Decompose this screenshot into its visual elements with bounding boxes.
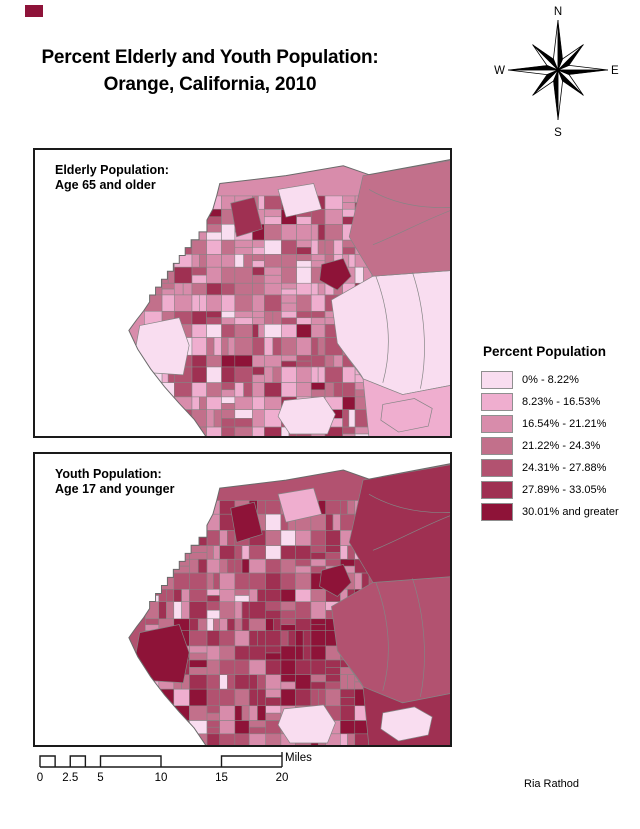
legend: Percent Population 0% - 8.22% 8.23% - 16.… [481,344,639,525]
legend-label: 21.22% - 24.3% [522,440,601,452]
svg-text:5: 5 [97,772,103,784]
svg-text:N: N [554,6,562,18]
legend-swatch [481,415,513,433]
youth-choropleth-map [128,463,450,745]
legend-swatch [481,437,513,455]
legend-row: 21.22% - 24.3% [481,437,639,455]
svg-text:0: 0 [37,772,43,784]
elderly-map-label-line1: Elderly Population: [55,163,169,177]
svg-text:W: W [494,65,505,77]
svg-text:Miles: Miles [285,752,312,764]
legend-label: 30.01% and greater [522,506,619,518]
legend-swatch [481,503,513,521]
scale-bar: 0 2.5 5 10 15 20 Miles [37,752,312,784]
youth-map-label-line1: Youth Population: [55,467,162,481]
legend-label: 24.31% - 27.88% [522,462,607,474]
youth-map-label-line2: Age 17 and younger [55,482,175,496]
svg-text:20: 20 [276,772,289,784]
author-credit: Ria Rathod [524,778,580,790]
page-title-line2: Orange, California, 2010 [103,74,317,95]
corner-mark [25,5,43,17]
legend-label: 27.89% - 33.05% [522,484,607,496]
legend-swatch [481,481,513,499]
page-title: Percent Elderly and Youth Population: Or… [0,44,420,98]
legend-label: 16.54% - 21.21% [522,418,607,430]
svg-text:2.5: 2.5 [62,772,78,784]
legend-row: 16.54% - 21.21% [481,415,639,433]
legend-row: 24.31% - 27.88% [481,459,639,477]
youth-map-frame: Youth Population: Age 17 and younger [33,452,452,747]
elderly-map-label-line2: Age 65 and older [55,178,156,192]
compass-rose-icon: N E S W [494,6,619,139]
legend-label: 8.23% - 16.53% [522,396,601,408]
page-title-line1: Percent Elderly and Youth Population: [41,47,379,68]
svg-text:10: 10 [155,772,168,784]
legend-label: 0% - 8.22% [522,374,579,386]
legend-swatch [481,371,513,389]
legend-swatch [481,459,513,477]
legend-row: 27.89% - 33.05% [481,481,639,499]
legend-swatch [481,393,513,411]
svg-text:E: E [611,65,619,77]
legend-row: 0% - 8.22% [481,371,639,389]
elderly-map-frame: Elderly Population: Age 65 and older [33,148,452,438]
youth-map-label: Youth Population: Age 17 and younger [55,467,174,497]
elderly-choropleth-map [128,158,450,436]
svg-text:15: 15 [215,772,228,784]
legend-rows: 0% - 8.22% 8.23% - 16.53% 16.54% - 21.21% 2… [481,371,639,521]
legend-title: Percent Population [483,344,607,359]
legend-row: 8.23% - 16.53% [481,393,639,411]
elderly-map-label: Elderly Population: Age 65 and older [55,163,169,193]
svg-text:S: S [554,127,562,139]
legend-row: 30.01% and greater [481,503,639,521]
